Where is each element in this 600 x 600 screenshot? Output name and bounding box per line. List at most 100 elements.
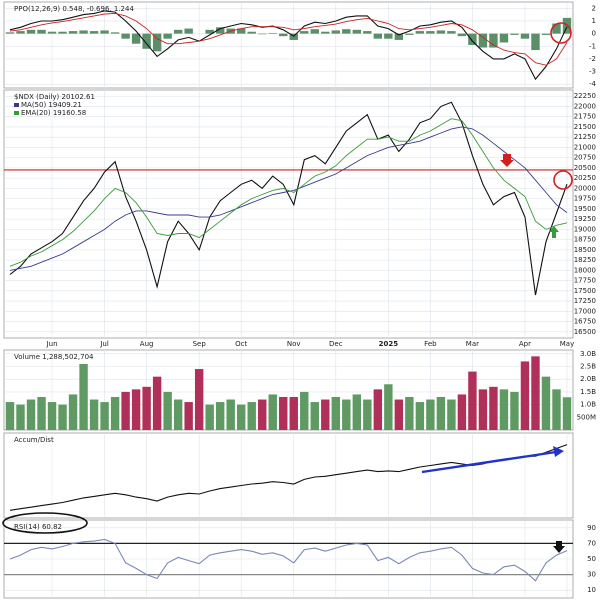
volume-bar [562, 397, 572, 430]
black-ellipse [2, 512, 88, 534]
series-line [9, 538, 568, 582]
volume-bar [310, 402, 319, 430]
histogram-bar [531, 33, 540, 51]
histogram-bar [268, 32, 277, 34]
volume-bar [237, 404, 246, 430]
panel [3, 1, 574, 89]
histogram-bar [478, 33, 488, 48]
x-tick-label: Feb [424, 340, 437, 348]
panel [3, 432, 574, 519]
volume-bar [499, 389, 509, 430]
volume-bar [163, 391, 172, 430]
y-tick-label: 20000 [574, 184, 596, 192]
volume-bar [489, 386, 498, 430]
volume-bar [68, 394, 78, 430]
histogram-bar [541, 33, 551, 35]
histogram-bar [247, 31, 256, 34]
volume-bar [300, 391, 309, 430]
legend-swatch [14, 103, 19, 107]
series-line [9, 101, 568, 296]
y-tick-label: 2.0B [580, 375, 596, 383]
volume-bar [37, 396, 46, 430]
volume-bar [152, 376, 162, 430]
histogram-bar [436, 30, 446, 34]
volume-bar [16, 404, 25, 430]
histogram-bar [331, 30, 340, 34]
blue-arrowhead [553, 446, 564, 457]
histogram-bar [426, 31, 435, 34]
histogram-bar [279, 33, 288, 37]
black-arrow [553, 541, 565, 553]
volume-bar [541, 376, 551, 430]
volume-bar [426, 399, 435, 430]
histogram-bar [489, 33, 498, 48]
y-tick-label: 18500 [574, 246, 596, 254]
volume-bar [552, 389, 561, 430]
histogram-bar [110, 32, 120, 34]
y-tick-label: 20500 [574, 164, 596, 172]
volume-bar [184, 402, 193, 430]
histogram-bar [68, 31, 78, 34]
volume-bar [194, 369, 204, 430]
y-tick-label: 21500 [574, 123, 596, 131]
histogram-bar [384, 33, 393, 39]
legend-label: MA(50) 19409.21 [21, 101, 82, 109]
histogram-bar [131, 33, 141, 44]
volume-bar [373, 389, 383, 430]
panel-title: RSI(14) 60.82 [14, 523, 62, 531]
red-circle [550, 22, 572, 44]
y-tick-label: 2.5B [580, 363, 596, 371]
panel [3, 89, 574, 339]
panel-title: Volume 1,288,502,704 [14, 353, 94, 361]
histogram-bar [415, 31, 425, 34]
y-tick-label: -1 [589, 42, 596, 50]
x-tick-label: May [560, 340, 574, 348]
histogram-bar [394, 33, 404, 40]
histogram-bar [16, 31, 25, 34]
panel-title: Accum/Dist [14, 436, 54, 444]
histogram-bar [289, 33, 298, 40]
histogram-bar [342, 29, 351, 34]
x-tick-label: Sep [193, 340, 207, 348]
volume-bar [215, 402, 225, 430]
volume-bar [363, 399, 372, 430]
y-tick-label: 2 [592, 4, 596, 12]
y-tick-label: 21000 [574, 143, 596, 151]
y-tick-label: -4 [589, 80, 597, 88]
histogram-bar [100, 30, 109, 34]
y-tick-label: 22000 [574, 102, 596, 110]
legend-label: EMA(20) 19160.58 [21, 109, 86, 117]
volume-bar [478, 389, 488, 430]
y-tick-label: 3.0B [580, 350, 596, 358]
histogram-bar [5, 32, 15, 34]
volume-bar [468, 371, 477, 430]
volume-bar [47, 402, 57, 430]
histogram-bar [215, 27, 225, 34]
y-tick-label: 16750 [574, 318, 596, 326]
histogram-bar [152, 33, 162, 52]
y-tick-label: 17000 [574, 307, 596, 315]
histogram-bar [373, 33, 383, 39]
blue-arrow [421, 450, 557, 474]
y-tick-label: 21250 [574, 133, 596, 141]
histogram-bar [237, 28, 246, 34]
histogram-bar [520, 33, 530, 39]
y-tick-label: 17500 [574, 287, 596, 295]
volume-bar [457, 394, 467, 430]
volume-bar [58, 404, 67, 430]
volume-bar [258, 399, 267, 430]
y-tick-label: 50 [587, 555, 596, 563]
y-tick-label: 90 [587, 524, 596, 532]
volume-bar [173, 399, 183, 430]
volume-bar [79, 363, 88, 430]
y-tick-label: 22250 [574, 92, 596, 100]
volume-bar [205, 404, 214, 430]
volume-bar [352, 394, 362, 430]
histogram-bar [163, 33, 172, 39]
histogram-bar [205, 29, 214, 34]
y-tick-label: 17250 [574, 297, 596, 305]
histogram-bar [447, 31, 456, 34]
histogram-bar [405, 33, 414, 35]
histogram-bar [352, 29, 362, 34]
volume-bar [342, 399, 351, 430]
